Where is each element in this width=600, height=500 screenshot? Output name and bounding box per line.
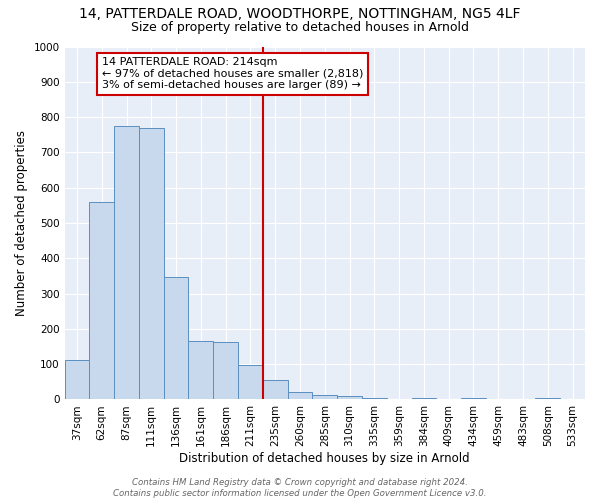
X-axis label: Distribution of detached houses by size in Arnold: Distribution of detached houses by size … <box>179 452 470 465</box>
Bar <box>461 398 486 400</box>
Bar <box>287 392 313 400</box>
Text: 14, PATTERDALE ROAD, WOODTHORPE, NOTTINGHAM, NG5 4LF: 14, PATTERDALE ROAD, WOODTHORPE, NOTTING… <box>79 8 521 22</box>
Bar <box>139 128 164 400</box>
Y-axis label: Number of detached properties: Number of detached properties <box>15 130 28 316</box>
Bar <box>213 342 238 400</box>
Bar <box>535 398 560 400</box>
Bar <box>114 126 139 400</box>
Text: 14 PATTERDALE ROAD: 214sqm
← 97% of detached houses are smaller (2,818)
3% of se: 14 PATTERDALE ROAD: 214sqm ← 97% of deta… <box>102 57 363 90</box>
Bar <box>188 341 213 400</box>
Bar <box>362 398 387 400</box>
Text: Size of property relative to detached houses in Arnold: Size of property relative to detached ho… <box>131 21 469 34</box>
Bar <box>238 365 263 400</box>
Bar <box>65 360 89 400</box>
Bar <box>263 380 287 400</box>
Bar <box>89 202 114 400</box>
Bar <box>164 277 188 400</box>
Text: Contains HM Land Registry data © Crown copyright and database right 2024.
Contai: Contains HM Land Registry data © Crown c… <box>113 478 487 498</box>
Bar <box>313 394 337 400</box>
Bar <box>412 398 436 400</box>
Bar <box>337 396 362 400</box>
